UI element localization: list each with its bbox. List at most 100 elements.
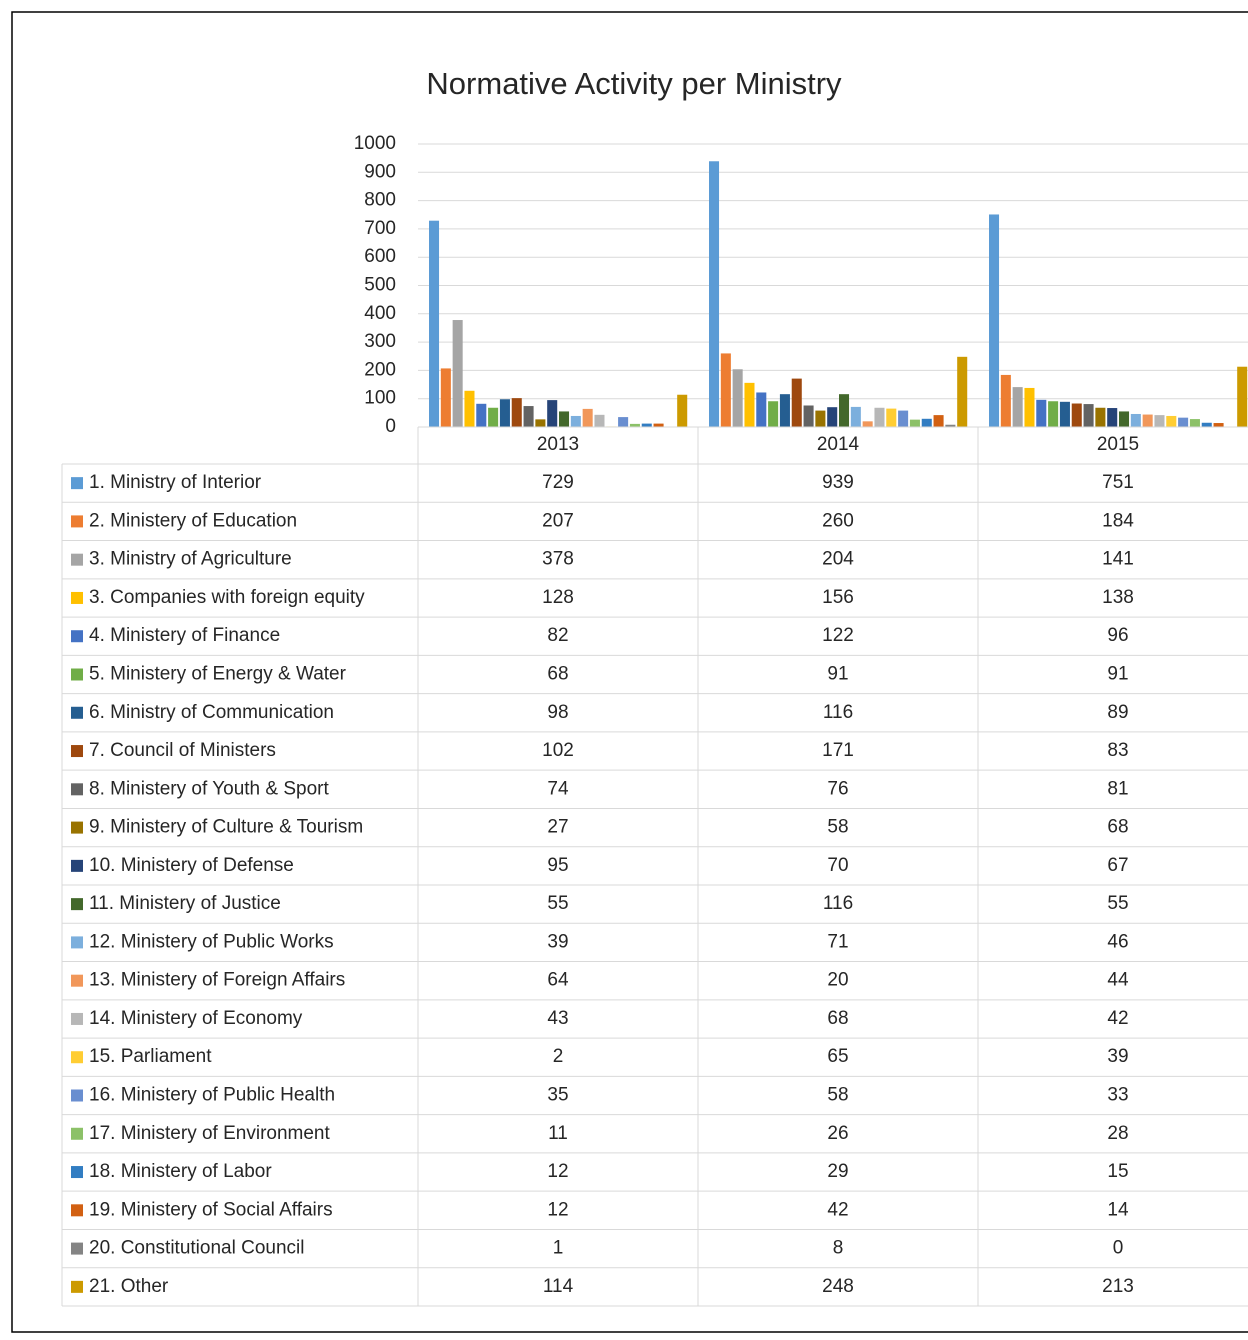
table-value: 116 xyxy=(823,893,853,914)
table-value: 14 xyxy=(1107,1199,1129,1220)
bar xyxy=(618,417,629,427)
legend-key xyxy=(71,1089,83,1102)
legend-key xyxy=(71,591,83,604)
bar xyxy=(1059,401,1070,427)
legend-label: 3. Companies with foreign equity xyxy=(89,587,365,608)
bar xyxy=(768,401,779,427)
table-value: 89 xyxy=(1107,702,1128,723)
table-value: 141 xyxy=(1102,549,1134,570)
legend-label: 21. Other xyxy=(89,1276,169,1297)
table-value: 729 xyxy=(542,472,574,493)
bar xyxy=(1119,411,1130,427)
legend-label: 9. Ministery of Culture & Tourism xyxy=(89,817,363,838)
bar xyxy=(1142,414,1153,427)
bar xyxy=(488,407,499,427)
bar xyxy=(582,408,593,427)
bar xyxy=(653,423,664,427)
table-value: 11 xyxy=(548,1123,568,1144)
table-value: 204 xyxy=(822,549,854,570)
legend-key xyxy=(71,745,83,758)
bar xyxy=(570,415,581,427)
x-tick-label: 2014 xyxy=(817,434,860,455)
bar xyxy=(1166,415,1177,427)
legend-key xyxy=(71,1012,83,1025)
bar xyxy=(720,353,731,427)
bar xyxy=(874,407,885,427)
bar xyxy=(1130,413,1141,427)
bar xyxy=(641,423,652,427)
table-value: 27 xyxy=(547,817,568,838)
table-value: 46 xyxy=(1107,931,1128,952)
bar xyxy=(909,419,920,427)
bar xyxy=(1083,404,1094,427)
table-value: 12 xyxy=(547,1199,568,1220)
table-value: 44 xyxy=(1107,970,1129,991)
bar xyxy=(779,394,790,427)
table-value: 207 xyxy=(542,510,574,531)
legend-label: 8. Ministery of Youth & Sport xyxy=(89,778,329,799)
legend-label: 18. Ministery of Labor xyxy=(89,1161,272,1182)
y-tick-label: 400 xyxy=(364,303,396,324)
bar xyxy=(815,410,826,427)
bar xyxy=(1189,419,1200,427)
table-value: 43 xyxy=(547,1008,568,1029)
bar xyxy=(898,410,909,427)
bar xyxy=(535,419,546,427)
legend-label: 3. Ministry of Agriculture xyxy=(89,549,292,570)
legend-key xyxy=(71,821,83,834)
table-value: 68 xyxy=(547,664,568,685)
legend-label: 14. Ministery of Economy xyxy=(89,1008,303,1029)
table-value: 39 xyxy=(1107,1046,1128,1067)
table-value: 98 xyxy=(547,702,568,723)
bar xyxy=(989,214,1000,427)
table-value: 55 xyxy=(1107,893,1128,914)
table-value: 35 xyxy=(547,1085,568,1106)
legend-label: 16. Ministery of Public Health xyxy=(89,1085,335,1106)
table-value: 96 xyxy=(1107,625,1128,646)
table-value: 138 xyxy=(1102,587,1134,608)
legend-key xyxy=(71,859,83,872)
bar xyxy=(1048,401,1059,427)
bar xyxy=(559,411,570,427)
bar xyxy=(827,407,838,427)
table-value: 33 xyxy=(1107,1085,1128,1106)
legend-label: 19. Ministery of Social Affairs xyxy=(89,1199,333,1220)
legend-label: 4. Ministery of Finance xyxy=(89,625,280,646)
table-value: 39 xyxy=(547,931,568,952)
legend-key xyxy=(71,898,83,911)
bar xyxy=(1000,374,1011,427)
table-value: 91 xyxy=(827,664,848,685)
table-value: 116 xyxy=(823,702,853,723)
bar xyxy=(921,418,932,427)
legend-label: 12. Ministery of Public Works xyxy=(89,931,334,952)
table-value: 58 xyxy=(827,817,848,838)
bar xyxy=(1012,387,1023,427)
table-value: 42 xyxy=(1107,1008,1128,1029)
bar xyxy=(744,382,755,427)
table-value: 12 xyxy=(547,1161,568,1182)
bar xyxy=(1024,387,1035,427)
bar xyxy=(629,423,640,427)
chart-border xyxy=(11,11,1248,1333)
legend-key xyxy=(71,1051,83,1064)
y-tick-label: 1000 xyxy=(354,133,396,154)
bar xyxy=(547,400,558,427)
table-value: 55 xyxy=(547,893,568,914)
table-value: 64 xyxy=(547,970,569,991)
legend-label: 6. Ministry of Communication xyxy=(89,702,334,723)
x-tick-label: 2015 xyxy=(1097,434,1139,455)
bar xyxy=(594,414,605,427)
legend-key xyxy=(71,553,83,566)
bar xyxy=(933,415,944,427)
bar xyxy=(957,356,968,427)
bar xyxy=(791,378,802,427)
bar xyxy=(677,394,688,427)
table-value: 171 xyxy=(822,740,854,761)
table-value: 213 xyxy=(1102,1276,1134,1297)
legend-key xyxy=(71,630,83,643)
bar xyxy=(1213,423,1224,427)
legend-key xyxy=(71,706,83,719)
legend-label: 2. Ministery of Education xyxy=(89,510,297,531)
legend-label: 15. Parliament xyxy=(89,1046,212,1067)
